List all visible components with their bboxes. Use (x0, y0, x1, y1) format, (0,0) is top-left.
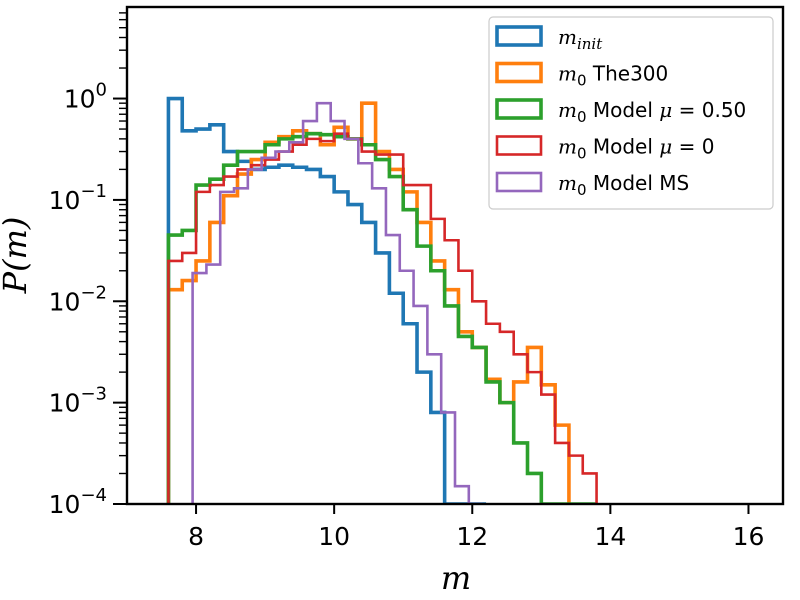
legend-frame (488, 16, 774, 210)
legend-label: m0 Model μ = 0.50 (558, 98, 746, 126)
series-layer (166, 96, 598, 504)
x-tick-label: 14 (594, 522, 626, 551)
y-tick-label: 10−3 (49, 384, 107, 418)
y-tick-label: 10−1 (49, 181, 107, 215)
legend-items: minit m0 The300 m0 Model μ = 0.50 m0 Model … (495, 25, 746, 199)
y-tick-label: 10−4 (49, 485, 107, 519)
x-tick-label: 10 (318, 522, 350, 551)
y-tick-label: 10−2 (49, 282, 107, 316)
x-axis-label: m (441, 559, 471, 597)
ticks-layer: 8 10 12 14 16 10−4 10−3 10−2 10−1 100 (49, 12, 765, 551)
legend-swatch (495, 171, 543, 193)
legend-label: m0 The300 (558, 62, 668, 90)
x-tick-label: 8 (188, 522, 204, 551)
legend-label: minit (558, 25, 603, 53)
legend: minit m0 The300 m0 Model μ = 0.50 m0 Model … (488, 16, 774, 210)
series-line-4 (167, 132, 598, 504)
series-line-1 (166, 96, 487, 504)
legend-swatch (495, 61, 543, 84)
y-tick-label: 100 (64, 80, 107, 114)
y-axis-label: P(m) (0, 217, 34, 295)
plot-frame (125, 5, 785, 506)
legend-swatch (495, 135, 543, 156)
legend-label: m0 Model μ = 0 (558, 135, 714, 163)
series-line-5 (191, 101, 483, 504)
x-tick-label: 16 (733, 522, 765, 551)
legend-swatch (495, 98, 543, 120)
x-tick-label: 12 (456, 522, 488, 551)
legend-label: m0 Model MS (558, 171, 689, 199)
legend-swatch (495, 25, 543, 47)
